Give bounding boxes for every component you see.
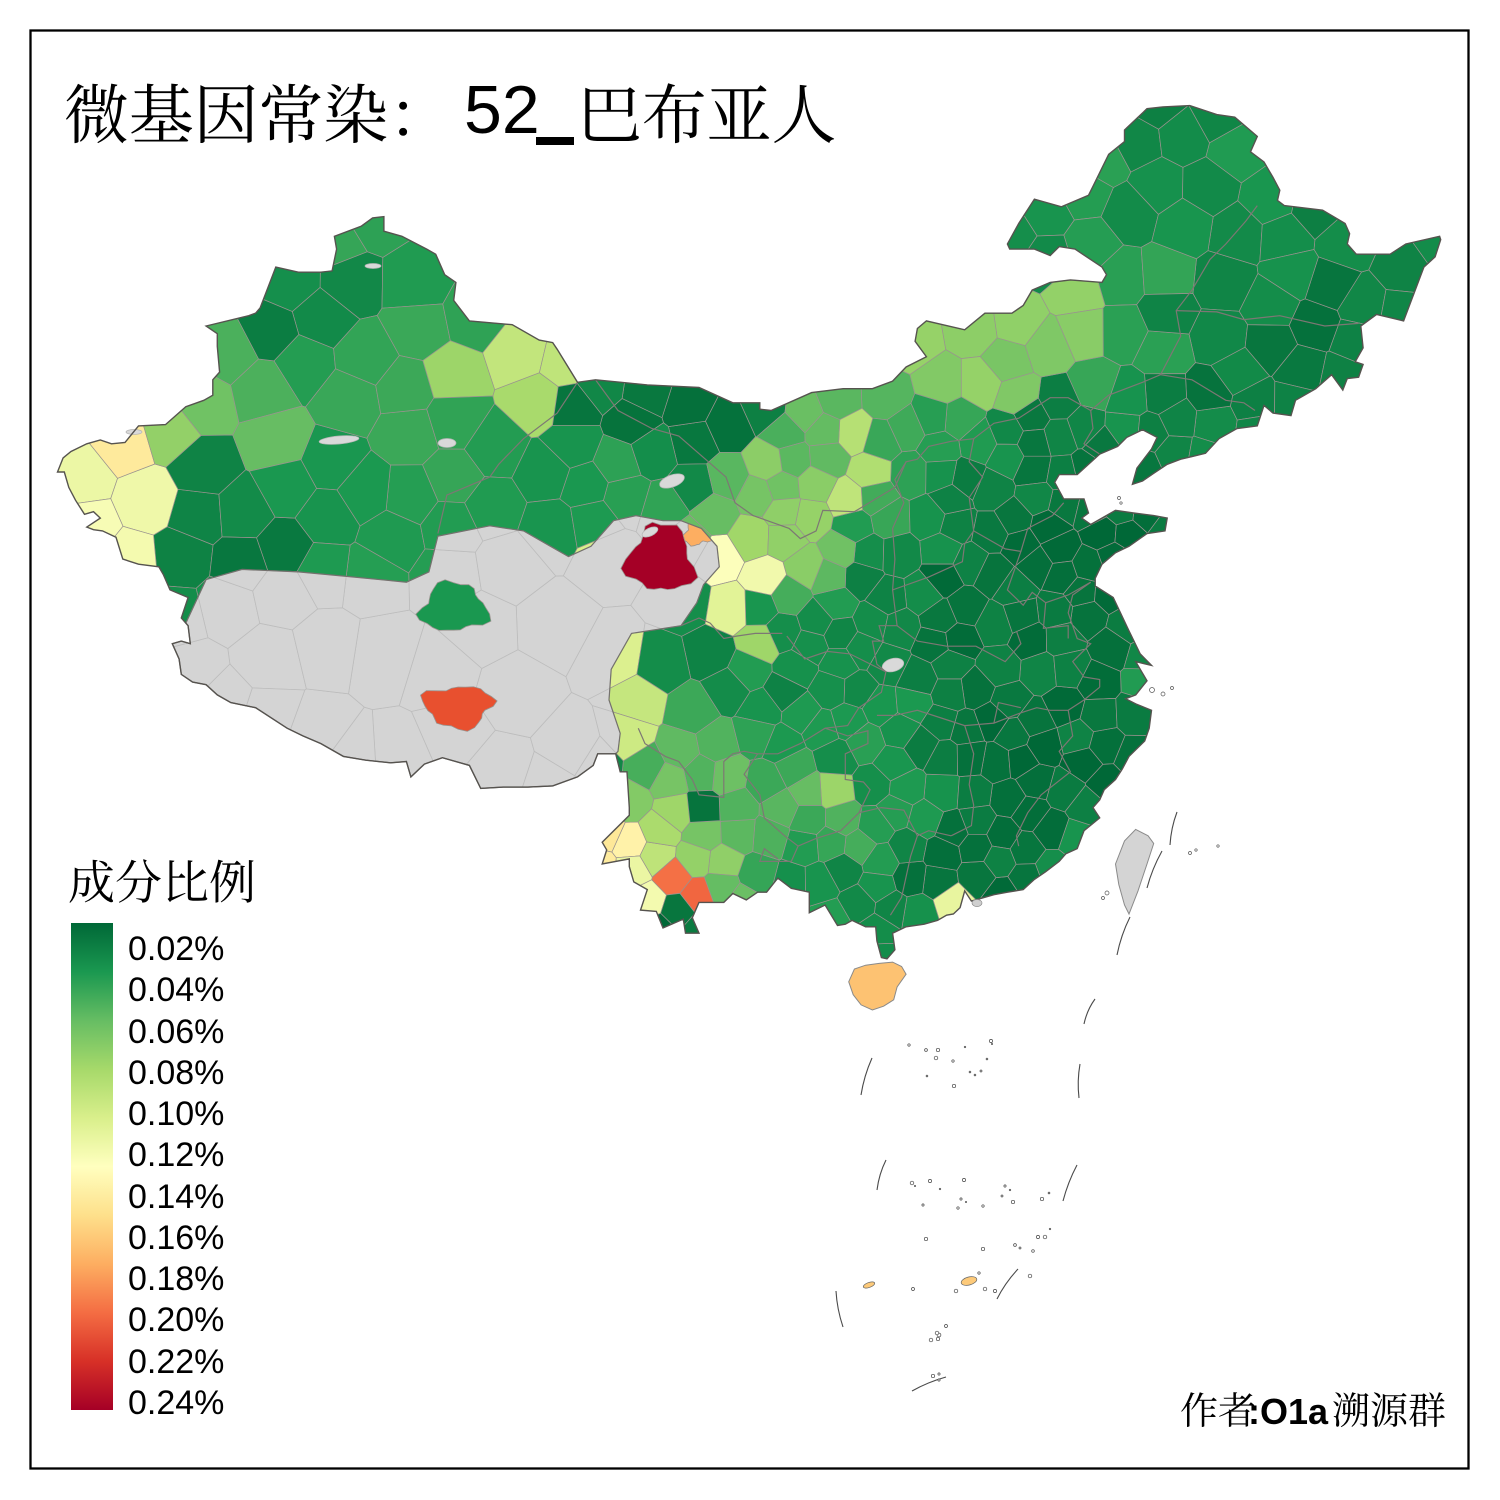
- svg-text:0.02%: 0.02%: [128, 930, 224, 968]
- svg-text:0.22%: 0.22%: [128, 1343, 224, 1381]
- svg-text:0.24%: 0.24%: [128, 1384, 224, 1422]
- svg-text::O1a: :O1a: [1248, 1391, 1329, 1432]
- svg-text:0.10%: 0.10%: [128, 1095, 224, 1133]
- svg-text:0.12%: 0.12%: [128, 1136, 224, 1174]
- svg-text:0.20%: 0.20%: [128, 1301, 224, 1339]
- svg-text:0.18%: 0.18%: [128, 1260, 224, 1298]
- svg-text:0.14%: 0.14%: [128, 1178, 224, 1216]
- svg-text:0.08%: 0.08%: [128, 1054, 224, 1092]
- svg-text:52: 52: [464, 72, 540, 148]
- svg-text:0.06%: 0.06%: [128, 1013, 224, 1051]
- svg-text:0.04%: 0.04%: [128, 971, 224, 1009]
- svg-text:0.16%: 0.16%: [128, 1219, 224, 1257]
